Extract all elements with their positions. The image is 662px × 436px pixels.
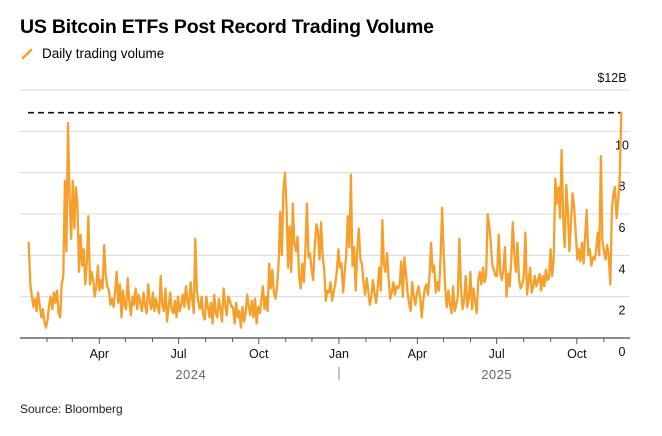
y-tick-label: 8 <box>619 180 626 194</box>
x-tick-label: Jul <box>489 347 505 361</box>
y-tick-label: 4 <box>619 262 626 276</box>
chart-title: US Bitcoin ETFs Post Record Trading Volu… <box>20 16 434 38</box>
y-tick-label: 0 <box>619 345 626 359</box>
x-tick-label: Apr <box>90 347 109 361</box>
y-tick-label: $12B <box>597 71 626 85</box>
source-note: Source: Bloomberg <box>20 402 123 416</box>
x-tick-label: Jan <box>329 347 349 361</box>
x-year-label: 2025 <box>481 367 512 382</box>
legend: Daily trading volume <box>20 46 164 61</box>
y-tick-label: 10 <box>615 138 629 152</box>
x-year-label: 2024 <box>175 367 206 382</box>
x-tick-label: Apr <box>408 347 427 361</box>
series-line-daily-trading-volume <box>27 111 623 329</box>
x-tick-label: Oct <box>249 347 269 361</box>
x-tick-label: Oct <box>567 347 587 361</box>
y-tick-label: 6 <box>619 221 626 235</box>
legend-line-icon <box>21 48 33 59</box>
x-tick-label: Jul <box>171 347 187 361</box>
y-tick-label: 2 <box>619 304 626 318</box>
legend-label: Daily trading volume <box>42 46 165 61</box>
